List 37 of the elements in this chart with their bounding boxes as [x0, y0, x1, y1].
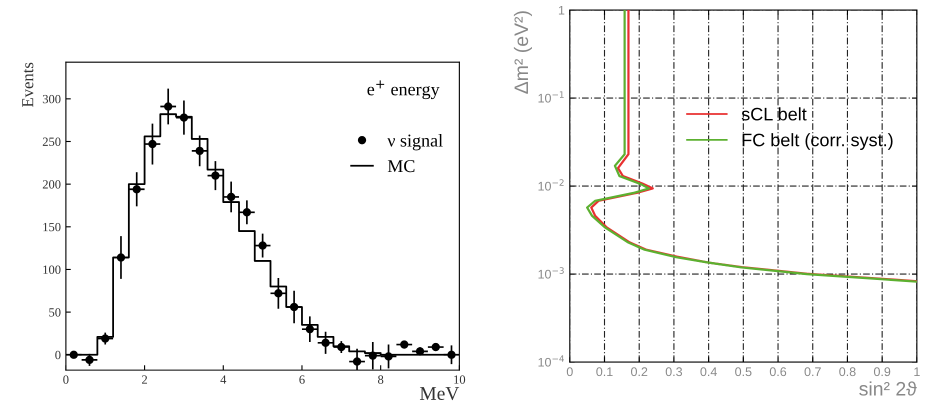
y-tick-label: 150 — [43, 222, 61, 232]
x-tick-label: 6 — [299, 375, 305, 384]
x-tick-label: 0.9 — [874, 367, 890, 376]
y-axis-title: Δm² (eV²) — [514, 11, 532, 94]
x-axis-title: MeV — [420, 387, 460, 400]
x-tick-label: 0.2 — [631, 367, 648, 376]
y-tick-label: 10$^{−1}$ — [538, 91, 564, 103]
y-tick-label: 250 — [42, 138, 61, 146]
y-tick-label: 1 — [558, 6, 564, 15]
y-tick-label: 300 — [42, 94, 61, 104]
x-tick-label: 2 — [142, 375, 148, 384]
x-tick-label: 10 — [454, 375, 466, 384]
legend-label: MC — [388, 160, 414, 172]
x-tick-label: 0 — [63, 375, 69, 384]
legend-label: ν signal — [387, 134, 443, 150]
x-tick-label: 0.4 — [700, 367, 717, 376]
y-tick-label: 200 — [42, 180, 61, 189]
x-tick-label: 0.5 — [735, 367, 752, 376]
y-tick-label: 100 — [43, 265, 61, 274]
y-axis-title: Events — [22, 62, 34, 108]
x-tick-label: 0.6 — [770, 367, 786, 376]
legend-label: FC belt (corr. syst.) — [742, 133, 893, 150]
x-tick-label: 8 — [378, 375, 384, 384]
x-tick-label: 0.3 — [666, 367, 682, 376]
x-tick-label: 0.1 — [596, 367, 613, 376]
y-tick-label: 0 — [55, 350, 61, 360]
y-tick-label: 50 — [49, 308, 61, 317]
x-tick-label: 4 — [220, 375, 226, 384]
annotation: e$^{+}$ energy — [367, 80, 440, 100]
y-tick-label: 10$^{−2}$ — [538, 179, 564, 191]
x-tick-label: 0.8 — [839, 367, 856, 376]
x-tick-label: 0.7 — [804, 367, 821, 376]
x-tick-label: 0 — [566, 367, 573, 376]
x-axis-title: sin² 2ϑ — [859, 381, 917, 396]
x-tick-label: 1 — [914, 367, 920, 376]
y-tick-label: 10$^{−3}$ — [538, 267, 564, 279]
y-tick-label: 10$^{−4}$ — [538, 355, 564, 367]
